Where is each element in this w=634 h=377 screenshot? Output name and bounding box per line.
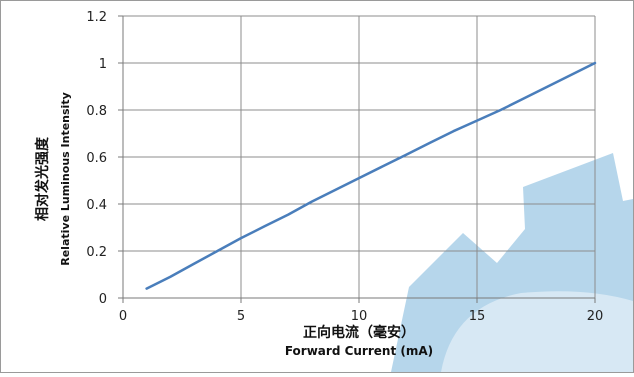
y-tick-label: 1 bbox=[99, 57, 107, 72]
y-axis-title-chinese: 相对发光强度 bbox=[34, 136, 51, 221]
y-tick-label: 1.2 bbox=[86, 10, 107, 25]
x-axis-title: Forward Current (mA) bbox=[285, 344, 433, 358]
y-tick-label: 0.2 bbox=[86, 245, 107, 260]
y-tick-label: 0.8 bbox=[86, 104, 107, 119]
x-tick-label: 10 bbox=[351, 309, 368, 324]
x-tick-label: 15 bbox=[469, 309, 486, 324]
watermark-inner-arc bbox=[441, 291, 633, 372]
series-line bbox=[145, 61, 597, 290]
y-tick-label: 0.4 bbox=[86, 198, 107, 213]
tick-labels: 0 5 10 15 20 0 0.2 0.4 0.6 0.8 1 1.2 bbox=[86, 10, 603, 324]
y-tick-label: 0.6 bbox=[86, 151, 107, 166]
x-tick-label: 5 bbox=[237, 309, 245, 324]
x-tick-label: 20 bbox=[587, 309, 604, 324]
y-axis-title: Relative Luminous Intensity bbox=[59, 92, 72, 266]
x-axis-title-chinese: 正向电流（毫安） bbox=[303, 324, 415, 341]
series-layer bbox=[145, 61, 597, 290]
grid-lines bbox=[123, 15, 596, 298]
watermark-gear-shape bbox=[391, 153, 633, 372]
x-tick-label: 0 bbox=[119, 309, 127, 324]
y-tick-label: 0 bbox=[99, 292, 107, 307]
watermark-logo bbox=[391, 153, 633, 372]
plot-axes bbox=[118, 15, 596, 303]
